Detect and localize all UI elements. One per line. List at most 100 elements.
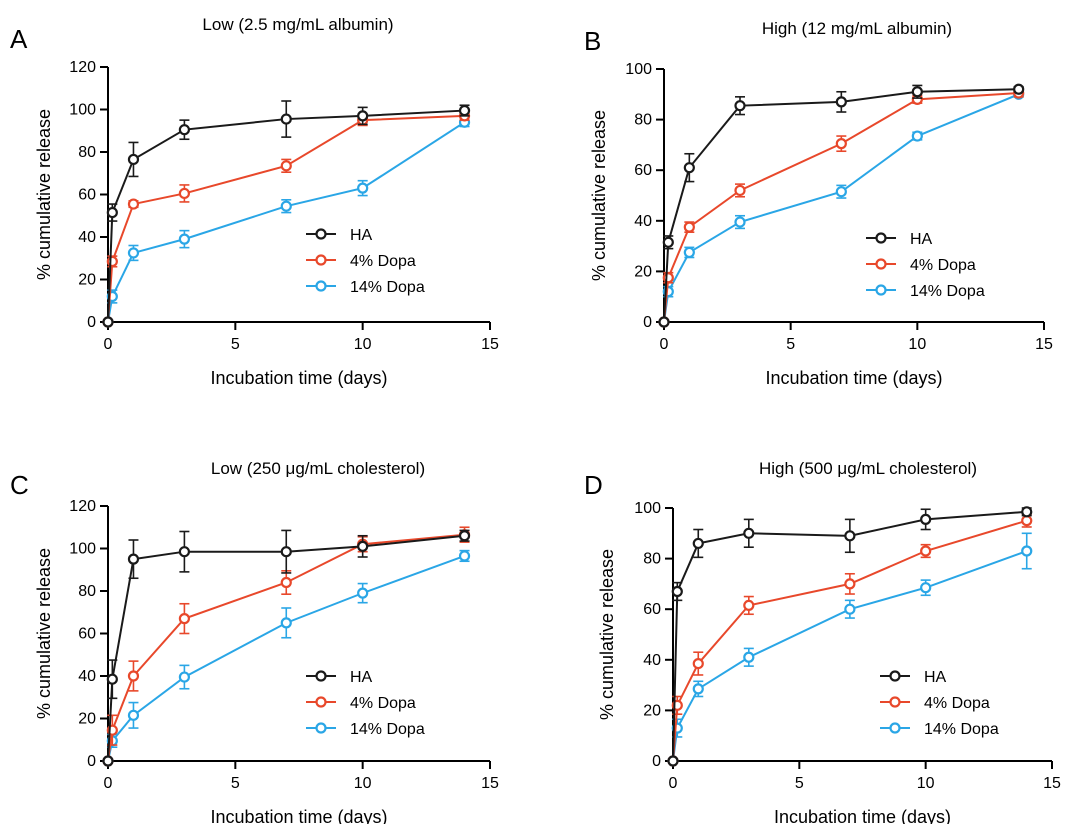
legend-marker	[315, 722, 327, 734]
y-tick-label: 100	[625, 61, 652, 78]
data-point	[920, 545, 932, 557]
panel-letter: A	[10, 24, 28, 54]
legend-marker	[889, 670, 901, 682]
series-4pct-dopa	[658, 87, 1025, 328]
data-point	[835, 96, 847, 108]
data-point	[178, 233, 190, 245]
data-point	[357, 587, 369, 599]
x-tick-label: 5	[786, 336, 795, 353]
chart-title: High (500 μg/mL cholesterol)	[759, 459, 977, 478]
x-tick-label: 5	[231, 775, 240, 792]
data-point	[357, 110, 369, 122]
data-point	[178, 613, 190, 625]
y-tick-label: 0	[87, 753, 96, 770]
x-tick-label: 10	[354, 336, 372, 353]
y-tick-label: 60	[634, 162, 652, 179]
data-point	[844, 603, 856, 615]
x-tick-label: 15	[1043, 775, 1061, 792]
data-point	[102, 316, 114, 328]
legend-marker	[315, 228, 327, 240]
data-point	[178, 187, 190, 200]
legend-marker	[315, 280, 327, 292]
data-point	[458, 550, 471, 562]
legend-label: 4% Dopa	[924, 695, 990, 712]
legend-label: 14% Dopa	[924, 721, 999, 738]
data-point	[835, 186, 847, 198]
legend-marker	[315, 254, 327, 266]
data-point	[178, 671, 190, 683]
data-point	[280, 200, 292, 212]
x-tick-label: 0	[104, 336, 113, 353]
y-tick-label: 40	[643, 652, 661, 669]
x-tick-label: 10	[908, 336, 926, 353]
y-tick-label: 120	[69, 59, 96, 76]
data-point	[1021, 515, 1033, 527]
data-point	[1021, 506, 1033, 518]
data-point	[280, 160, 292, 172]
data-point	[106, 255, 118, 268]
data-point	[127, 153, 140, 166]
data-point	[662, 236, 674, 248]
data-point	[683, 246, 695, 259]
x-tick-label: 5	[231, 336, 240, 353]
legend-marker	[875, 232, 887, 244]
y-axis-title: % cumulative release	[589, 110, 609, 281]
data-point	[280, 546, 292, 558]
data-point	[127, 247, 140, 259]
y-axis-title: % cumulative release	[597, 549, 617, 720]
panel-letter: B	[584, 26, 601, 56]
x-tick-label: 15	[481, 336, 499, 353]
x-tick-label: 0	[669, 775, 678, 792]
data-point	[357, 540, 369, 552]
data-point	[667, 755, 679, 767]
y-tick-label: 80	[78, 144, 96, 161]
y-tick-label: 80	[634, 112, 652, 129]
series-ha	[102, 529, 471, 767]
y-tick-label: 80	[643, 551, 661, 568]
legend-label: HA	[924, 669, 947, 686]
data-point	[280, 113, 292, 125]
series-ha	[667, 506, 1033, 767]
y-tick-label: 20	[78, 272, 96, 289]
y-tick-label: 60	[78, 626, 96, 643]
data-point	[692, 683, 704, 695]
legend: HA 4% Dopa 14% Dopa	[306, 227, 425, 296]
x-tick-label: 10	[917, 775, 935, 792]
y-tick-label: 0	[652, 753, 661, 770]
data-point	[106, 206, 118, 219]
legend-label: 4% Dopa	[350, 695, 416, 712]
x-tick-label: 0	[660, 336, 669, 353]
panel-letter: C	[10, 470, 29, 500]
data-point	[844, 578, 856, 590]
data-point	[127, 198, 140, 210]
x-axis-title: Incubation time (days)	[210, 807, 387, 824]
series-ha	[102, 100, 471, 328]
data-point	[1013, 83, 1025, 95]
y-tick-label: 100	[634, 500, 661, 517]
data-point	[127, 553, 140, 565]
legend-marker	[875, 258, 887, 270]
legend-label: 14% Dopa	[350, 279, 425, 296]
data-point	[911, 86, 923, 98]
data-point	[106, 673, 118, 685]
data-point	[658, 316, 670, 328]
y-tick-label: 0	[643, 314, 652, 331]
data-point	[102, 755, 114, 767]
y-tick-label: 80	[78, 583, 96, 600]
x-tick-label: 10	[354, 775, 372, 792]
legend-marker	[315, 670, 327, 682]
legend-label: HA	[350, 669, 373, 686]
data-point	[920, 582, 932, 594]
legend-label: HA	[910, 231, 933, 248]
y-tick-label: 100	[69, 102, 96, 119]
y-tick-label: 40	[78, 668, 96, 685]
panel-letter: D	[584, 470, 603, 500]
data-point	[683, 162, 695, 174]
data-point	[127, 670, 140, 682]
data-point	[844, 530, 856, 542]
legend-label: HA	[350, 227, 373, 244]
chart-title: Low (250 μg/mL cholesterol)	[211, 459, 425, 478]
data-point	[458, 530, 471, 542]
x-axis-title: Incubation time (days)	[774, 807, 951, 824]
y-axis-title: % cumulative release	[34, 548, 54, 719]
